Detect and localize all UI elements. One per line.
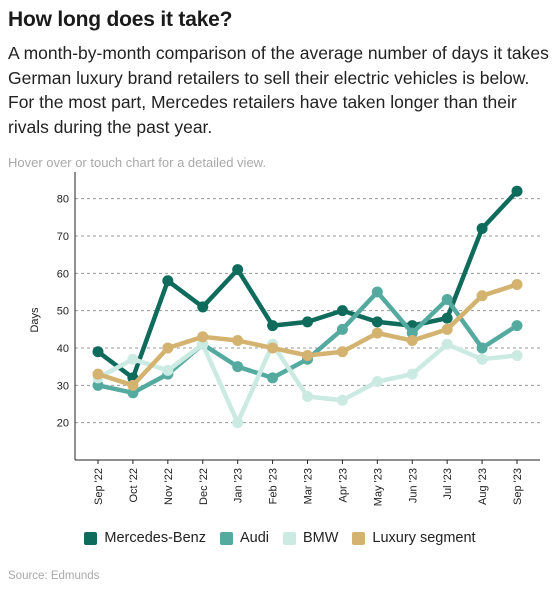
data-point-mercedes-benz[interactable] (371, 316, 383, 328)
y-tick-label: 60 (57, 268, 69, 280)
data-point-bmw[interactable] (406, 368, 418, 380)
data-point-luxury-segment[interactable] (162, 342, 174, 354)
x-tick-label: Mar '23 (303, 468, 315, 504)
legend-label: Luxury segment (372, 530, 476, 546)
data-point-luxury-segment[interactable] (197, 331, 209, 343)
legend-item-mercedes-benz: Mercedes-Benz (84, 530, 206, 546)
data-point-mercedes-benz[interactable] (511, 185, 523, 197)
data-point-mercedes-benz[interactable] (441, 312, 453, 324)
data-point-bmw[interactable] (511, 349, 523, 361)
data-point-audi[interactable] (476, 342, 488, 354)
x-tick-label: Jan '23 (233, 468, 245, 503)
data-point-mercedes-benz[interactable] (476, 223, 488, 235)
data-point-mercedes-benz[interactable] (232, 264, 244, 276)
data-point-bmw[interactable] (302, 391, 313, 403)
x-tick-label: Sep '22 (93, 468, 105, 505)
legend-swatch (219, 531, 233, 545)
data-point-luxury-segment[interactable] (441, 323, 453, 335)
y-axis-label: Days (29, 307, 41, 333)
data-point-mercedes-benz[interactable] (267, 320, 279, 332)
data-point-mercedes-benz[interactable] (302, 316, 313, 328)
data-point-luxury-segment[interactable] (511, 279, 523, 291)
data-point-audi[interactable] (441, 293, 453, 305)
series-line-audi (95, 289, 520, 396)
legend-item-audi: Audi (219, 530, 269, 546)
data-point-audi[interactable] (232, 361, 244, 373)
data-point-luxury-segment[interactable] (336, 346, 348, 358)
legend-label: Mercedes-Benz (104, 530, 206, 546)
x-tick-label: Feb '23 (268, 468, 280, 504)
legend-label: BMW (302, 530, 339, 546)
x-tick-label: Nov '22 (163, 468, 175, 505)
x-tick-label: Oct '22 (128, 468, 140, 503)
legend-item-bmw: BMW (282, 530, 339, 546)
x-tick-label: Dec '22 (198, 468, 210, 505)
data-point-mercedes-benz[interactable] (162, 275, 174, 287)
data-point-bmw[interactable] (371, 376, 383, 388)
legend-swatch (282, 531, 296, 545)
data-point-luxury-segment[interactable] (92, 368, 104, 380)
series-line-mercedes-benz (95, 188, 520, 381)
data-point-mercedes-benz[interactable] (197, 301, 209, 313)
data-point-bmw[interactable] (441, 338, 453, 350)
x-tick-label: Apr '23 (337, 468, 349, 503)
interaction-hint: Hover over or touch chart for a detailed… (8, 155, 266, 170)
chart-title: How long does it take? (8, 8, 233, 31)
data-point-luxury-segment[interactable] (371, 327, 383, 339)
legend-swatch (84, 531, 98, 545)
data-point-bmw[interactable] (232, 417, 244, 429)
data-point-bmw[interactable] (162, 364, 174, 376)
data-point-audi[interactable] (371, 286, 383, 298)
legend: Mercedes-Benz Audi BMW Luxury segment (8, 530, 552, 546)
legend-label: Audi (239, 530, 269, 546)
data-point-luxury-segment[interactable] (127, 379, 139, 391)
data-point-luxury-segment[interactable] (232, 335, 244, 347)
y-tick-label: 30 (57, 380, 69, 392)
y-tick-label: 40 (57, 343, 69, 355)
chart-description: A month-by-month comparison of the avera… (8, 43, 549, 137)
x-tick-label: Sep '23 (512, 468, 524, 505)
legend-item-luxury-segment: Luxury segment (352, 530, 476, 546)
data-point-luxury-segment[interactable] (406, 335, 418, 347)
data-point-luxury-segment[interactable] (267, 342, 279, 354)
data-point-luxury-segment[interactable] (476, 290, 488, 302)
data-point-bmw[interactable] (336, 394, 348, 406)
chart-card: How long does it take? A month-by-month … (8, 0, 552, 139)
data-point-mercedes-benz[interactable] (336, 305, 348, 317)
y-tick-label: 50 (57, 306, 69, 318)
x-tick-label: Aug '23 (477, 468, 489, 505)
x-tick-label: May '23 (372, 468, 384, 506)
data-point-audi[interactable] (511, 320, 523, 332)
y-tick-label: 70 (57, 231, 69, 243)
legend-swatch (352, 531, 366, 545)
data-point-mercedes-benz[interactable] (92, 346, 104, 358)
x-tick-label: Jun '23 (407, 468, 419, 503)
data-point-luxury-segment[interactable] (302, 349, 313, 361)
y-tick-label: 20 (57, 418, 69, 430)
data-point-bmw[interactable] (127, 353, 139, 365)
data-point-audi[interactable] (336, 323, 348, 335)
y-tick-label: 80 (57, 194, 69, 206)
data-point-audi[interactable] (267, 372, 279, 384)
data-point-bmw[interactable] (476, 353, 488, 365)
source-note: Source: Edmunds (8, 570, 100, 582)
x-tick-label: Jul '23 (442, 468, 454, 499)
